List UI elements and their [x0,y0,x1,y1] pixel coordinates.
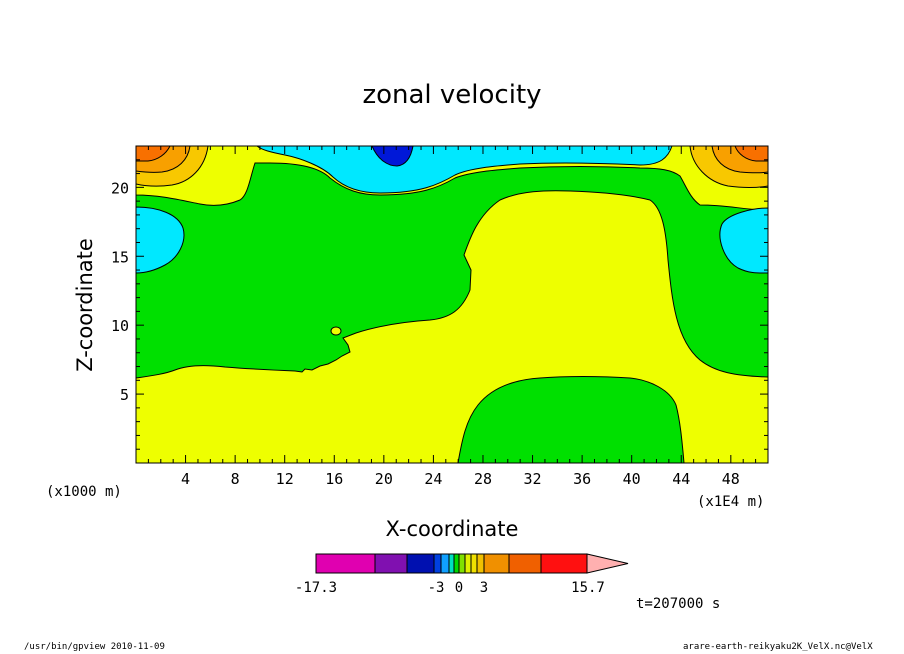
x-axis: 4 8 12 16 20 24 28 32 36 40 44 48 [147,146,757,488]
region-yellow-lower [136,190,768,463]
plot-frame [135,145,769,464]
y-axis: 5 10 15 20 [111,159,768,450]
x-unit-right: (x1E4 m) [697,494,764,510]
region-cyan-top [256,146,673,194]
colorbar-segment [458,553,466,574]
x-tick-label: 4 [181,470,190,488]
x-tick-label: 28 [474,470,492,488]
colorbar-label-zero: 0 [455,580,463,596]
colorbar-label-min: -17.3 [295,580,337,596]
region-yellow-blob [330,326,342,336]
colorbar-segment [508,553,542,574]
footer-left: /usr/bin/gpview 2010-11-09 [24,642,165,652]
region-blue-top [371,146,414,167]
x-tick-label: 48 [722,470,740,488]
colorbar-segment [406,553,435,574]
chart-title: zonal velocity [362,80,541,110]
x-unit-left: (x1000 m) [46,484,122,500]
colorbar [315,553,629,574]
colorbar-label-3: 3 [480,580,488,596]
region-cyan-left [136,206,185,274]
region-cyan-right [719,207,768,274]
x-tick-label: 12 [276,470,294,488]
x-tick-label: 40 [623,470,641,488]
footer-right: arare-earth-reikyaku2K_VelX.nc@VelX [683,642,873,652]
colorbar-segment [440,553,450,574]
region-orange-left-3 [136,146,171,162]
colorbar-segment [464,553,472,574]
x-tick-label: 24 [424,470,442,488]
colorbar-segment [433,553,442,574]
colorbar-label-max: 15.7 [571,580,605,596]
colorbar-segment [453,553,460,574]
colorbar-segment [470,553,478,574]
y-tick-label: 15 [111,248,129,266]
time-label: t=207000 s [636,596,720,612]
colorbar-segment [448,553,455,574]
y-tick-label: 10 [111,317,129,335]
x-tick-label: 44 [672,470,690,488]
x-tick-label: 8 [231,470,240,488]
x-tick-label: 16 [325,470,343,488]
colorbar-segment [540,553,588,574]
colorbar-label-neg3: -3 [428,580,445,596]
y-axis-label: Z-coordinate [73,238,97,372]
x-tick-label: 32 [524,470,542,488]
x-tick-label: 36 [573,470,591,488]
colorbar-segment [374,553,408,574]
contour-regions [136,146,768,463]
colorbar-segment [315,553,376,574]
x-tick-label: 20 [375,470,393,488]
colorbar-segment [483,553,510,574]
colorbar-arrow [586,553,629,574]
x-axis-label: X-coordinate [386,517,519,541]
colorbar-segment [476,553,485,574]
y-tick-label: 20 [111,179,129,197]
y-tick-label: 5 [120,386,129,404]
